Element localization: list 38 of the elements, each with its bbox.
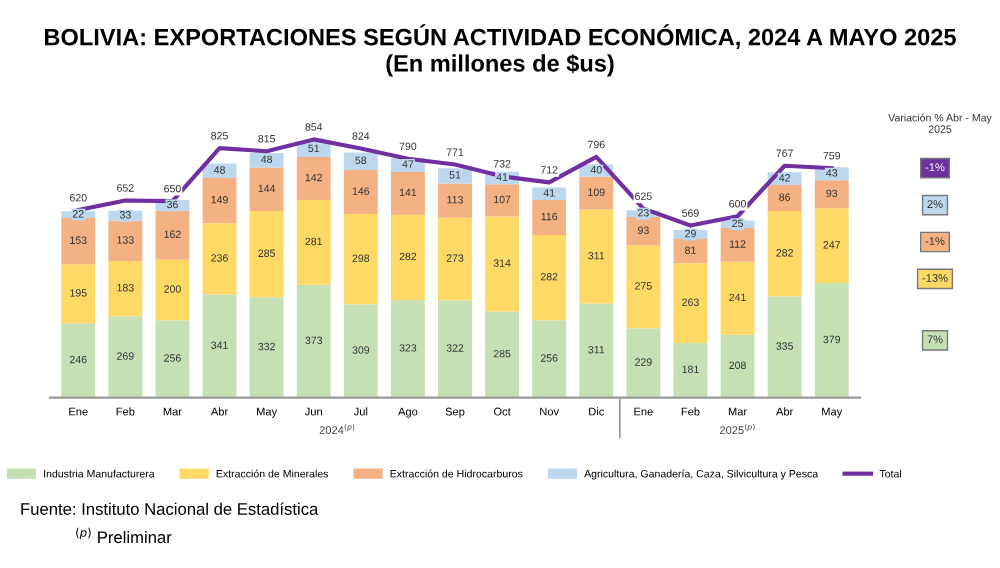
bar <box>202 294 237 398</box>
bar <box>343 304 378 398</box>
bar <box>390 214 425 300</box>
bar <box>155 320 190 398</box>
bar <box>249 297 284 398</box>
bar <box>296 284 331 398</box>
bar <box>438 300 472 398</box>
bar <box>767 296 802 398</box>
bar <box>296 199 331 285</box>
bar <box>202 223 237 295</box>
bar <box>532 320 567 398</box>
bar <box>767 211 802 297</box>
bar <box>626 328 661 398</box>
bar <box>814 208 849 284</box>
bar <box>61 323 96 398</box>
bar <box>390 299 425 398</box>
bar <box>438 217 472 301</box>
bar <box>720 261 755 335</box>
bar <box>343 214 378 305</box>
source-note: Fuente: Instituto Nacional de Estadística <box>21 502 319 515</box>
bar <box>108 260 143 317</box>
bar <box>155 210 190 260</box>
bar <box>814 283 849 398</box>
bar <box>485 311 520 398</box>
text: (En millones de $us) <box>386 53 614 77</box>
text: $^{(p)}$ Preliminar <box>76 527 172 544</box>
bar <box>720 334 755 398</box>
bar <box>579 209 614 304</box>
bar <box>155 259 190 321</box>
bar <box>579 303 614 398</box>
bar <box>626 245 661 329</box>
bar <box>61 264 96 324</box>
bar <box>673 263 708 343</box>
bar <box>532 234 567 321</box>
bar <box>249 211 284 298</box>
text: BOLIVIA: EXPORTACIONES SEGÚN ACTIVIDAD ECONÓMICA, 2024 A MAYO 2025 <box>45 24 956 49</box>
bar <box>108 316 143 398</box>
bar <box>485 216 520 312</box>
